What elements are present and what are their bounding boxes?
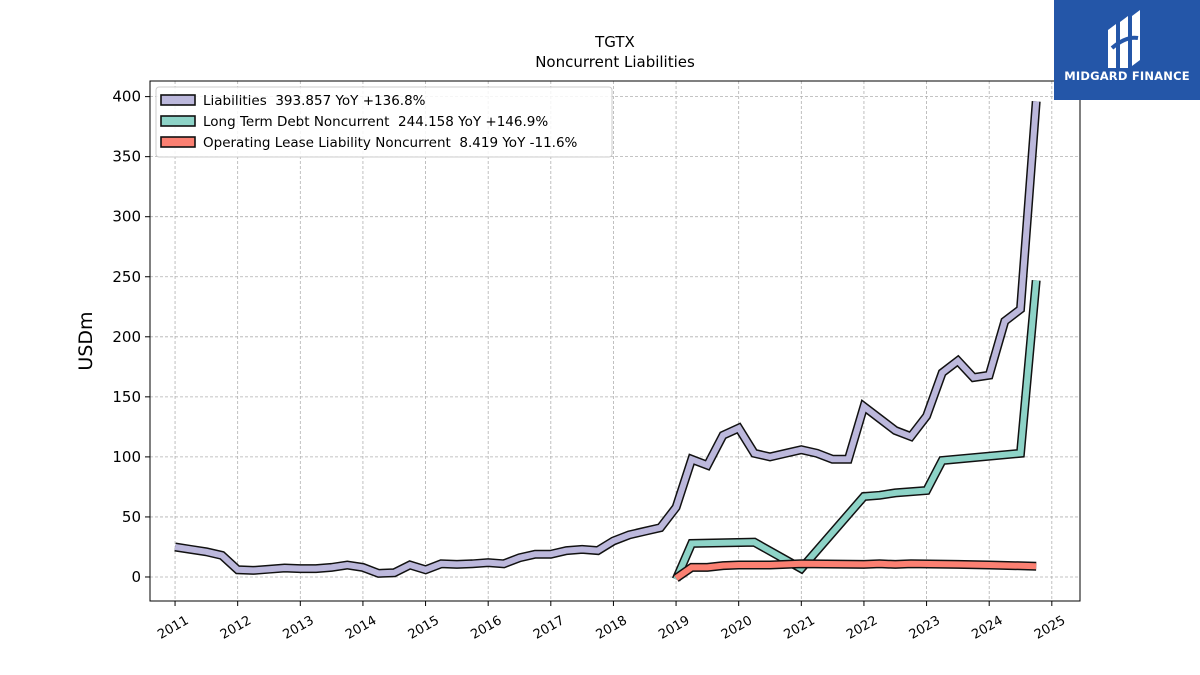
x-tick-label: 2018 (594, 613, 630, 643)
x-tick-label: 2024 (969, 613, 1005, 643)
series-0-line (174, 101, 1040, 577)
x-tick-label: 2019 (656, 613, 692, 643)
y-axis-label: USDm (75, 311, 97, 370)
y-tick-label: 50 (122, 508, 141, 526)
series-1-line (673, 280, 1040, 581)
y-tick-label: 400 (112, 88, 141, 106)
y-tick-label: 0 (131, 568, 141, 586)
chart-subtitle: Noncurrent Liabilities (535, 53, 695, 71)
x-tick-label: 2017 (531, 613, 567, 643)
x-tick-label: 2022 (844, 613, 880, 643)
x-tick-label: 2020 (719, 613, 755, 643)
series-2-line (674, 560, 1037, 581)
legend-swatch-2 (160, 136, 196, 148)
logo-text: MIDGARD FINANCE (1064, 69, 1190, 83)
y-tick-label: 100 (112, 448, 141, 466)
y-tick-label: 300 (112, 208, 141, 226)
y-tick-label: 350 (112, 148, 141, 166)
series-0-outline (174, 101, 1041, 578)
legend-swatch-1 (160, 115, 196, 127)
x-tick-label: 2021 (781, 613, 817, 643)
brand-logo: MIDGARD FINANCE (1054, 0, 1200, 100)
x-tick-label: 2013 (280, 613, 316, 643)
x-tick-label: 2016 (468, 613, 504, 643)
logo-mark-icon (1108, 10, 1140, 68)
legend-swatch-0 (160, 94, 196, 106)
legend-label-2: Operating Lease Liability Noncurrent 8.4… (203, 135, 578, 151)
x-tick-label: 2011 (155, 613, 191, 643)
legend: Liabilities 393.857 YoY +136.8% Long Term… (155, 86, 613, 158)
plot-frame (149, 80, 1081, 602)
x-tick-label: 2023 (907, 613, 943, 643)
x-tick-label: 2015 (406, 613, 442, 643)
chart-title: TGTX (594, 33, 635, 51)
y-tick-label: 250 (112, 268, 141, 286)
legend-box (155, 86, 613, 158)
legend-label-0: Liabilities 393.857 YoY +136.8% (203, 93, 426, 109)
y-tick-label: 200 (112, 328, 141, 346)
y-tick-label: 150 (112, 388, 141, 406)
x-tick-label: 2014 (343, 613, 379, 643)
x-tick-label: 2012 (218, 613, 254, 643)
x-tick-label: 2025 (1032, 613, 1068, 643)
legend-label-1: Long Term Debt Noncurrent 244.158 YoY +1… (203, 114, 548, 130)
